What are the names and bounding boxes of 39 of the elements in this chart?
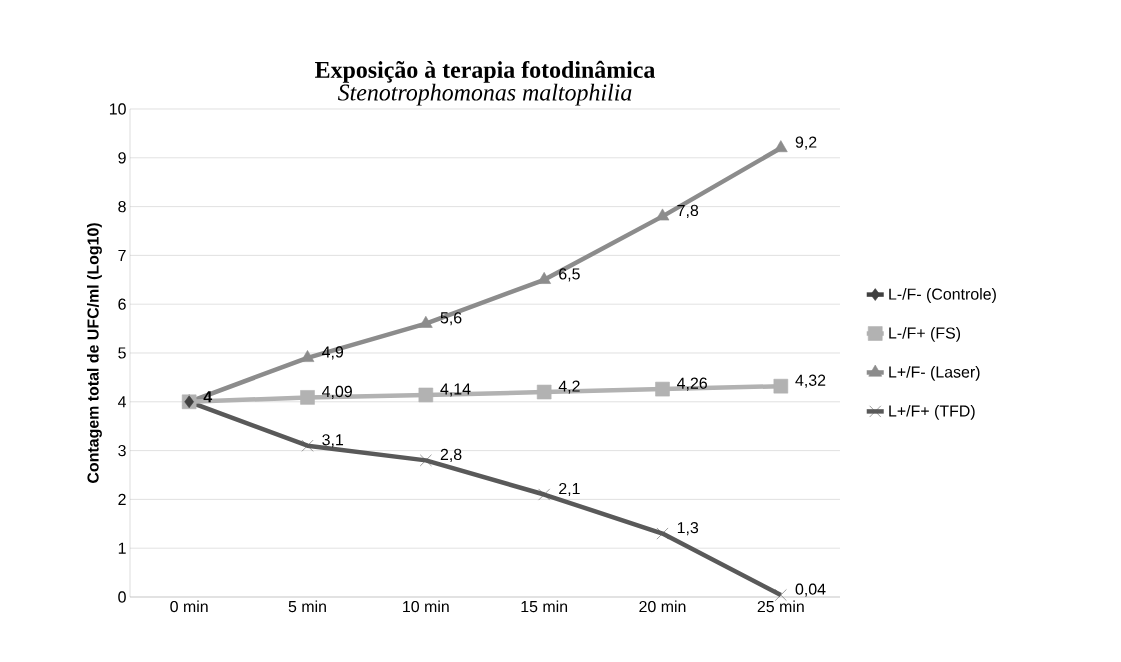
y-tick-label: 9 [118,152,126,164]
y-tick-label: 7 [118,249,126,261]
y-tick-label: 4 [117,396,127,408]
data-label: 2,8 [440,448,462,462]
data-label: 2,1 [559,482,580,497]
x-tick-label: 20 min [639,600,686,613]
data-label: 5,6 [440,312,462,326]
legend-label: L+/F- (Laser) [889,365,980,381]
legend-label: L+/F+ (TFD) [889,404,975,420]
data-label: 4,32 [795,374,826,388]
x-tick-label: 25 min [757,600,804,613]
chart-title: Exposição à terapia fotodinâmica [315,60,656,83]
x-tick-label: 0 min [170,600,208,613]
x-tick-label: 5 min [288,600,326,613]
y-tick-label: 8 [118,200,126,213]
y-tick-label: 5 [118,347,126,359]
data-label: 6,5 [559,268,580,282]
data-label: 7,8 [677,204,699,218]
y-tick-label: 2 [118,493,126,505]
data-label: 1,3 [677,522,699,536]
y-tick-label: 3 [118,444,126,457]
chart-subtitle: Stenotrophomonas maltophilia [337,83,632,106]
data-label: 4,14 [440,383,471,397]
data-label: 0,04 [795,583,826,597]
data-label: 4,26 [677,377,707,391]
data-label: 3,1 [322,434,344,448]
data-label: 9,2 [795,136,817,150]
data-label: 4,2 [558,380,580,394]
y-tick-label: 1 [118,542,126,554]
y-axis-title: Contagem total de UFC/ml (Log10) [86,223,102,483]
y-tick-label: 10 [109,103,126,115]
x-tick-label: 10 min [403,600,449,613]
data-label: 4,09 [322,385,352,399]
data-label: 4,9 [322,346,344,360]
y-tick-label: 0 [118,591,126,603]
y-tick-label: 6 [118,298,126,310]
x-tick-label: 15 min [521,600,568,613]
legend-label: L-/F+ (FS) [889,327,961,342]
legend-label: L-/F- (Controle) [889,288,996,303]
